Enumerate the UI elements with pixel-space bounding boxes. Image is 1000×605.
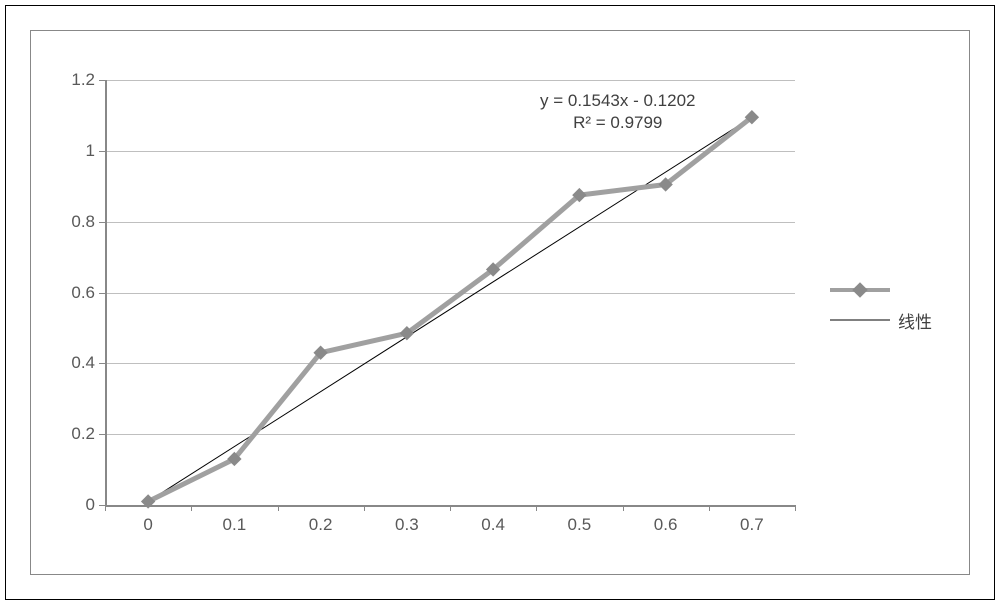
- x-tick-label: 0.5: [568, 515, 592, 535]
- regression-annotation: y = 0.1543x - 0.1202 R² = 0.9799: [540, 90, 695, 134]
- regression-r2: R² = 0.9799: [540, 112, 695, 134]
- legend-swatch-series: [830, 275, 890, 305]
- y-tick-label: 0.6: [55, 283, 95, 303]
- y-tick-label: 0.8: [55, 212, 95, 232]
- x-tick-label: 0.1: [223, 515, 247, 535]
- x-tick-label: 0.4: [481, 515, 505, 535]
- y-tick-label: 0.4: [55, 353, 95, 373]
- x-tick-label: 0.2: [309, 515, 333, 535]
- y-tick-label: 0: [55, 495, 95, 515]
- y-tick-label: 1.2: [55, 70, 95, 90]
- legend-item-series: [830, 275, 932, 305]
- x-tick-label: 0.3: [395, 515, 419, 535]
- y-tick-label: 0.2: [55, 424, 95, 444]
- regression-equation: y = 0.1543x - 0.1202: [540, 90, 695, 112]
- chart-svg: [105, 80, 795, 505]
- x-tick-label: 0.6: [654, 515, 678, 535]
- y-tick-label: 1: [55, 141, 95, 161]
- x-tick-label: 0: [143, 515, 152, 535]
- trendline: [148, 117, 752, 501]
- legend-swatch-trend: [830, 305, 890, 335]
- legend-item-trend: 线性: [830, 305, 932, 335]
- legend: 线性: [830, 275, 932, 335]
- legend-label-trend: 线性: [898, 308, 932, 333]
- x-tick-label: 0.7: [740, 515, 764, 535]
- plot-area: [105, 80, 795, 505]
